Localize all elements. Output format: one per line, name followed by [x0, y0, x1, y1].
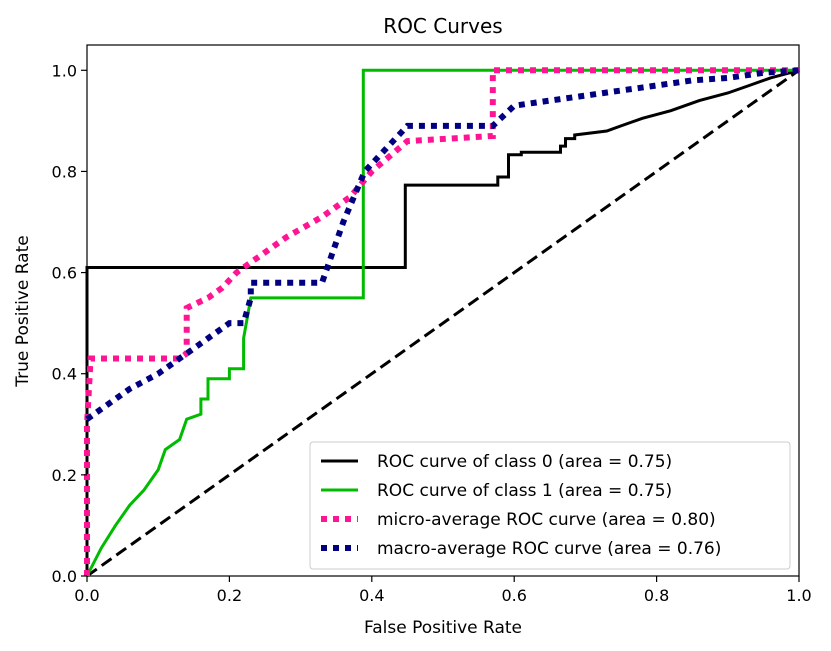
- x-tick-label: 0.2: [217, 586, 242, 605]
- y-tick-label: 0.0: [52, 567, 77, 586]
- roc-class-0-line: [85, 68, 800, 576]
- micro-average-line: [84, 67, 799, 576]
- legend: ROC curve of class 0 (area = 0.75) ROC c…: [309, 441, 791, 570]
- y-tick-label: 1.0: [52, 61, 77, 80]
- legend-label-macro-average: macro-average ROC curve (area = 0.76): [377, 539, 721, 559]
- chart-title: ROC Curves: [383, 14, 502, 38]
- x-axis-label: False Positive Rate: [364, 618, 522, 638]
- x-tick-label: 0.0: [74, 586, 99, 605]
- y-axis: 0.0 0.2 0.4 0.6 0.8 1.0: [52, 61, 87, 586]
- y-tick-label: 0.2: [52, 466, 77, 485]
- x-tick-label: 0.4: [359, 586, 384, 605]
- series-layer: [84, 67, 800, 578]
- legend-box: [309, 441, 791, 570]
- roc-class-1-line: [85, 68, 799, 577]
- y-tick-label: 0.4: [52, 365, 77, 384]
- x-tick-label: 0.6: [501, 586, 526, 605]
- y-tick-label: 0.6: [52, 264, 77, 283]
- x-tick-label: 0.8: [644, 586, 669, 605]
- legend-label-class-0: ROC curve of class 0 (area = 0.75): [377, 452, 672, 472]
- y-tick-label: 0.8: [52, 162, 77, 181]
- chance-diagonal-line: [86, 69, 800, 578]
- x-tick-label: 1.0: [786, 586, 811, 605]
- x-axis: 0.0 0.2 0.4 0.6 0.8 1.0: [74, 576, 812, 605]
- legend-label-micro-average: micro-average ROC curve (area = 0.80): [377, 510, 716, 530]
- macro-average-line: [85, 67, 800, 422]
- legend-label-class-1: ROC curve of class 1 (area = 0.75): [377, 481, 672, 501]
- y-axis-label: True Positive Rate: [13, 235, 33, 387]
